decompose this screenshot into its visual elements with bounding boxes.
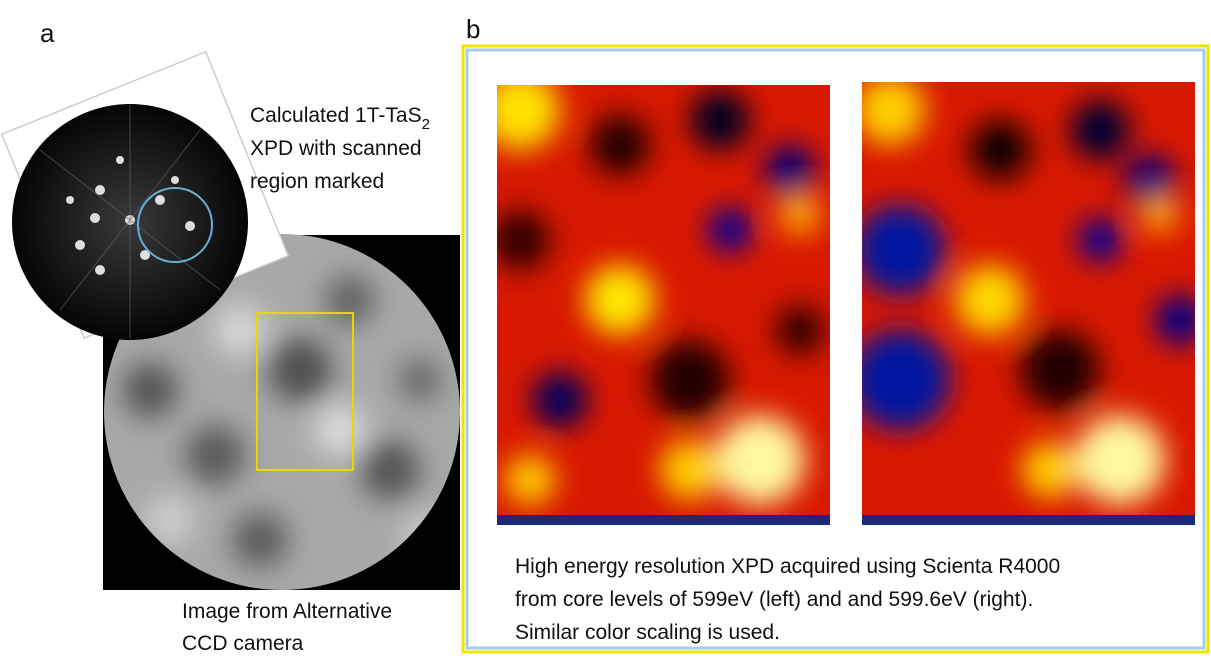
calc-caption-line: XPD with scanned [250,137,422,160]
b-caption-line: from core levels of 599eV (left) and and… [515,588,1033,611]
ccd-image [103,234,460,590]
calc-caption-line: Calculated 1T-TaS [250,104,422,127]
calc-caption: Calculated 1T-TaS2 [250,104,430,133]
b-caption-line: High energy resolution XPD acquired usin… [515,555,1060,578]
panel-frame-inner [465,48,1206,650]
b-caption-line: Similar color scaling is used. [515,621,780,644]
subscript: 2 [422,116,430,133]
xpd-map-left [497,85,830,525]
calculated-xpd [0,50,290,340]
calc-caption-line: region marked [250,170,384,193]
xpd-map-right [862,82,1195,525]
panel-label: a [40,18,55,48]
ccd-caption-line: Image from Alternative [182,600,392,623]
panel-label: b [466,14,480,44]
ccd-caption-line: CCD camera [182,632,304,655]
